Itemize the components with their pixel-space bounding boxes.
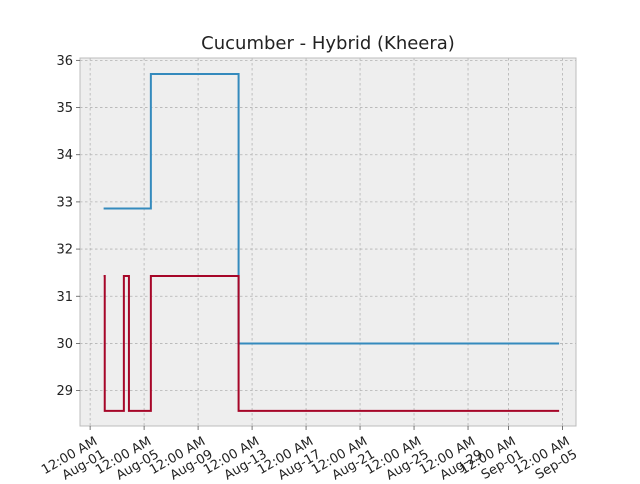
y-axis: 29 30 31 32 33 34 35 36	[56, 54, 80, 399]
y-tick-label: 31	[56, 290, 73, 305]
plot-area	[80, 58, 576, 426]
y-tick-label: 29	[56, 384, 73, 399]
y-tick-label: 30	[56, 337, 73, 352]
series-line-1	[103, 73, 560, 345]
series-line-2	[103, 274, 560, 412]
grid	[80, 58, 576, 426]
y-tick-label: 32	[56, 243, 73, 258]
y-tick-label: 35	[56, 101, 73, 116]
y-tick-label: 33	[56, 195, 73, 210]
series-layer	[103, 73, 560, 412]
plot-frame	[79, 57, 577, 427]
chart-title: Cucumber - Hybrid (Kheera)	[201, 33, 455, 54]
y-tick-label: 36	[56, 54, 73, 69]
y-tick-label: 34	[56, 148, 73, 163]
